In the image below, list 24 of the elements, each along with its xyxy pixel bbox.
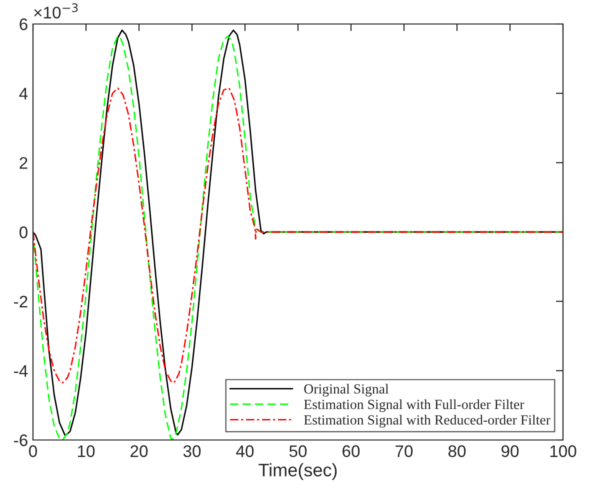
y-tick-label: 4 (19, 88, 28, 100)
x-tick-label: 90 (502, 445, 519, 458)
text: ×10$^{−3}$ (34, 3, 78, 18)
x-tick-label: 70 (396, 445, 413, 458)
x-axis-title: Time(sec) (258, 463, 337, 480)
x-tick-label: 60 (342, 445, 360, 458)
line-series (33, 87, 563, 384)
y-tick-label: 0 (20, 226, 28, 238)
y-tick-label: -4 (14, 365, 28, 377)
y-tick-label: 2 (20, 157, 28, 169)
y-tick-label: -6 (14, 434, 28, 446)
legend-label: Estimation Signal with Full-order Filter (304, 399, 524, 412)
x-tick-label: 30 (183, 445, 201, 458)
y-tick-label: -2 (14, 296, 28, 308)
x-tick-label: 50 (289, 445, 307, 458)
x-tick-label: 20 (130, 445, 148, 458)
x-tick-label: 0 (29, 445, 37, 458)
y-tick-label: 6 (20, 18, 28, 30)
legend-label: Estimation Signal with Reduced-order Filter (304, 414, 550, 428)
x-tick-label: 40 (236, 445, 254, 458)
x-tick-label: 10 (78, 445, 95, 458)
x-tick-label: 100 (550, 445, 576, 458)
legend-label: Original Signal (304, 384, 389, 397)
x-tick-label: 80 (448, 445, 466, 458)
